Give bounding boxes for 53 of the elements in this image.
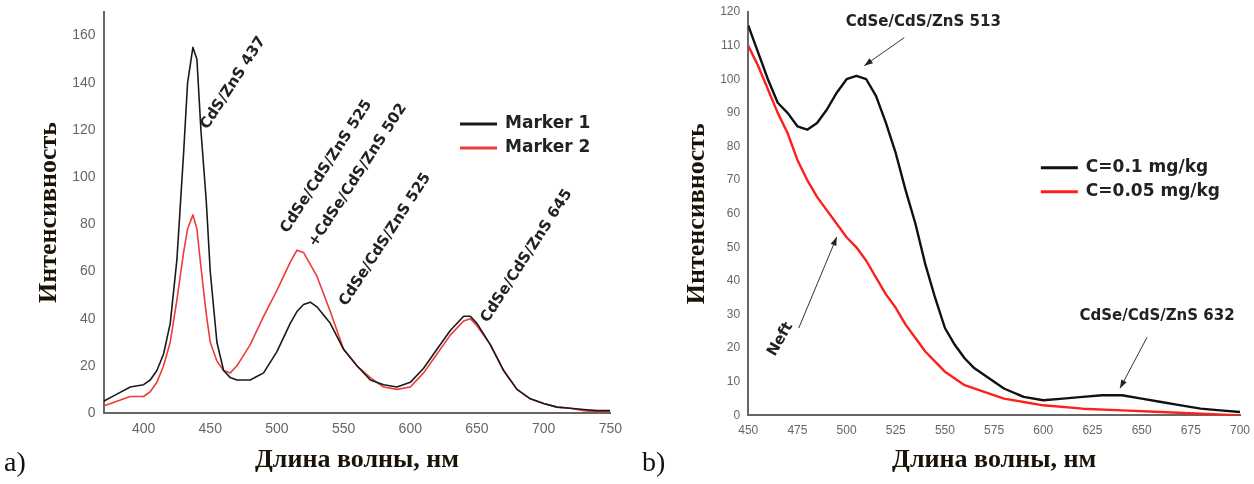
annotation: CdSe/CdS/ZnS 632 — [1079, 306, 1235, 325]
x-tick-label: 500 — [265, 420, 289, 437]
x-tick-label: 550 — [331, 420, 356, 437]
x-axis-title: Длина волны, нм — [254, 444, 459, 474]
y-tick-label: 0 — [87, 403, 96, 420]
x-tick-label: 450 — [738, 422, 759, 437]
y-tick-label: 80 — [726, 138, 741, 153]
text: a) — [4, 446, 26, 478]
x-tick-label: 500 — [836, 422, 857, 437]
x-axis-title: Длина волны, нм — [892, 444, 1097, 474]
y-axis-title: Интенсивность — [681, 122, 711, 305]
y-tick-label: 10 — [726, 374, 741, 389]
x-tick-label: 600 — [398, 420, 423, 437]
x-tick-label: 625 — [1082, 422, 1103, 437]
text: b) — [642, 446, 666, 478]
y-tick-label: 60 — [79, 262, 96, 279]
x-tick-label: 400 — [131, 420, 156, 437]
y-axis-title: Интенсивность — [33, 121, 63, 304]
y-tick-label: 120 — [720, 4, 741, 19]
x-tick-label: 600 — [1033, 422, 1054, 437]
x-tick-label: 650 — [465, 420, 489, 437]
x-tick-label: 575 — [984, 422, 1005, 437]
y-tick-label: 160 — [72, 26, 96, 43]
y-tick-label: 110 — [721, 37, 741, 52]
y-tick-label: 100 — [720, 71, 741, 86]
y-tick-label: 40 — [726, 273, 741, 288]
legend-label: C=0.05 mg/kg — [1085, 180, 1221, 201]
y-tick-label: 80 — [79, 215, 96, 232]
y-tick-label: 0 — [733, 407, 741, 422]
y-tick-label: 40 — [79, 309, 96, 326]
x-tick-label: 525 — [885, 422, 907, 437]
y-tick-label: 90 — [726, 105, 741, 120]
y-tick-label: 120 — [72, 120, 96, 137]
x-tick-label: 475 — [787, 422, 808, 437]
y-tick-label: 50 — [726, 239, 741, 254]
legend-label: Marker 1 — [505, 112, 591, 133]
y-tick-label: 140 — [72, 73, 96, 90]
x-tick-label: 700 — [1229, 422, 1251, 437]
x-tick-label: 650 — [1131, 422, 1152, 437]
x-tick-label: 750 — [598, 420, 623, 437]
y-tick-label: 60 — [726, 206, 741, 221]
legend-label: Marker 2 — [505, 136, 591, 157]
annotation: CdSe/CdS/ZnS 513 — [845, 11, 1001, 30]
y-tick-label: 30 — [726, 306, 741, 321]
x-tick-label: 450 — [198, 420, 223, 437]
y-tick-label: 20 — [79, 356, 96, 373]
legend-label: C=0.1 mg/kg — [1085, 156, 1209, 177]
y-tick-label: 20 — [726, 340, 741, 355]
x-tick-label: 700 — [531, 420, 556, 437]
y-tick-label: 100 — [72, 167, 96, 184]
x-tick-label: 550 — [934, 422, 956, 437]
x-tick-label: 675 — [1180, 422, 1202, 437]
y-tick-label: 70 — [726, 172, 741, 187]
